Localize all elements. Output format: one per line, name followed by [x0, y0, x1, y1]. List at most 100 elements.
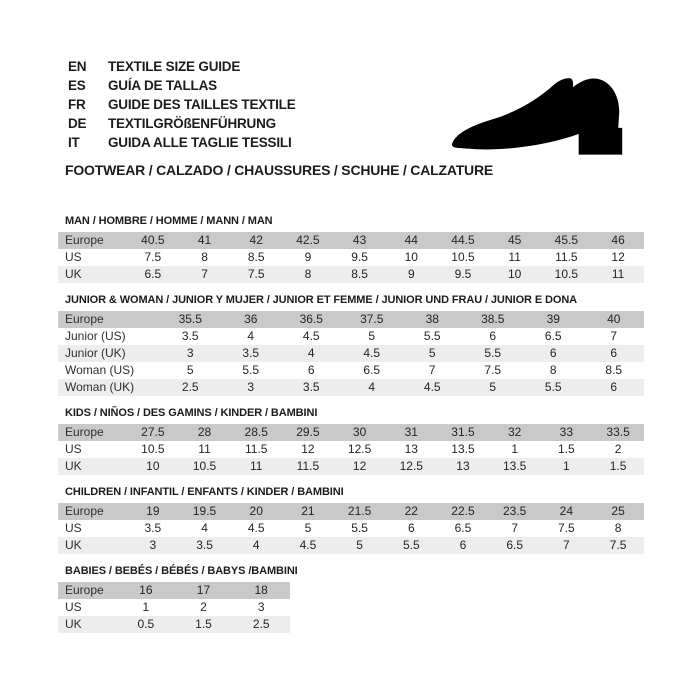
size-cell: 6.5 — [544, 329, 562, 343]
size-cell: 38.5 — [462, 311, 523, 328]
size-cell: 1 — [511, 442, 518, 456]
size-cell: 33 — [540, 424, 593, 441]
dress-shoe-icon — [446, 70, 644, 165]
language-code: EN — [68, 59, 87, 74]
size-cell: 2 — [614, 442, 622, 456]
size-cell: 7 — [178, 266, 231, 283]
size-cell: 7 — [610, 329, 618, 343]
size-cell: 5 — [186, 363, 194, 377]
size-cell: 45 — [488, 232, 541, 249]
table-header-row: Europe 27.5 28 28.5 29.5 30 31 31.5 32 33 33.5 — [58, 424, 644, 441]
size-cell: 37.5 — [341, 311, 402, 328]
size-cell: 9.5 — [437, 266, 489, 283]
size-cell: 6 — [583, 345, 644, 362]
size-cell: 7 — [428, 363, 436, 377]
table-row: Woman (UK) 2.5 3 3.5 4 4.5 5 5.5 6 — [58, 379, 644, 396]
size-cell: 6 — [307, 363, 315, 377]
size-cell: 2.5 — [232, 616, 290, 633]
size-cell: 1.5 — [592, 458, 644, 475]
size-cell: 0.5 — [117, 616, 175, 633]
size-cell: 9.5 — [351, 250, 368, 264]
size-cell: 4.5 — [282, 537, 334, 554]
size-cell: 6 — [583, 379, 644, 396]
size-cell: 12 — [611, 250, 625, 264]
table-row: Junior (US) 3.5 4 4.5 5 5.5 6 6.5 7 — [58, 328, 644, 345]
size-cell: 36 — [220, 311, 281, 328]
size-cell: 7.5 — [230, 266, 283, 283]
size-cell: 5 — [304, 521, 312, 535]
size-cell: 12 — [301, 442, 315, 456]
size-cell: 12.5 — [385, 458, 438, 475]
size-cell: 41 — [178, 232, 231, 249]
size-cell: 9 — [385, 266, 438, 283]
table-row: US 3.5 4 4.5 5 5.5 6 6.5 7 7.5 8 — [58, 520, 644, 537]
size-cell: 19 — [127, 503, 179, 520]
size-cell: 39 — [523, 311, 584, 328]
size-cell: 8.5 — [333, 266, 386, 283]
language-row: FR GUIDE DES TAILLES TEXTILE — [68, 95, 296, 114]
size-table-title: MAN / HOMBRE / HOMME / MANN / MAN — [65, 215, 273, 227]
size-cell: 28 — [178, 424, 231, 441]
size-cell: 45.5 — [540, 232, 593, 249]
size-cell: 4 — [201, 521, 208, 535]
size-cell: 5.5 — [462, 345, 523, 362]
size-cell: 8 — [201, 250, 208, 264]
size-table-title: KIDS / NIÑOS / DES GAMINS / KINDER / BAM… — [65, 407, 318, 419]
size-table-section: MAN / HOMBRE / HOMME / MANN / MAN Europe 4… — [58, 215, 644, 283]
size-cell: 24 — [540, 503, 593, 520]
size-tables: MAN / HOMBRE / HOMME / MANN / MAN Europe 4… — [58, 215, 644, 644]
size-table-section: BABIES / BEBÉS / BÉBÉS / BABYS /BAMBINI E… — [58, 565, 644, 633]
size-cell: 3.5 — [178, 537, 231, 554]
language-code: DE — [68, 116, 87, 131]
size-cell: 2.5 — [160, 379, 221, 396]
size-cell: 13.5 — [488, 458, 541, 475]
size-cell: 10.5 — [178, 458, 231, 475]
row-label: Junior (UK) — [58, 345, 160, 362]
size-cell: 4 — [341, 379, 402, 396]
footwear-subtitle: FOOTWEAR / CALZADO / CHAUSSURES / SCHUHE… — [65, 162, 494, 178]
size-cell: 7.5 — [484, 363, 502, 377]
language-row: IT GUIDA ALLE TAGLIE TESSILI — [68, 133, 296, 152]
size-cell: 28.5 — [230, 424, 283, 441]
size-cell: 23.5 — [488, 503, 541, 520]
language-code: FR — [68, 97, 86, 112]
size-cell: 3.5 — [144, 521, 162, 535]
size-cell: 5 — [402, 345, 463, 362]
size-cell: 9 — [304, 250, 312, 264]
size-table-title: JUNIOR & WOMAN / JUNIOR Y MUJER / JUNIOR… — [65, 294, 578, 306]
size-cell: 1.5 — [174, 616, 233, 633]
size-cell: 25 — [592, 503, 644, 520]
language-title: TEXTILGRÖßENFÜHRUNG — [108, 116, 276, 131]
language-row: ES GUÍA DE TALLAS — [68, 76, 296, 95]
size-cell: 5 — [333, 537, 386, 554]
row-label: UK — [58, 537, 127, 554]
size-cell: 4.5 — [341, 345, 402, 362]
language-title: GUIDA ALLE TAGLIE TESSILI — [108, 135, 292, 150]
row-label: US — [65, 600, 82, 614]
row-label: UK — [58, 616, 117, 633]
size-cell: 11.5 — [244, 442, 268, 456]
size-cell: 6.5 — [488, 537, 541, 554]
size-cell: 5.5 — [242, 363, 260, 377]
size-table-title: BABIES / BEBÉS / BÉBÉS / BABYS /BAMBINI — [65, 565, 298, 577]
size-cell: 22 — [385, 503, 438, 520]
row-label: US — [65, 442, 82, 456]
size-cell: 32 — [488, 424, 541, 441]
size-cell: 19.5 — [178, 503, 231, 520]
size-cell: 6.5 — [454, 521, 472, 535]
size-cell: 10 — [488, 266, 541, 283]
size-table-section: KIDS / NIÑOS / DES GAMINS / KINDER / BAM… — [58, 407, 644, 475]
size-cell: 6 — [407, 521, 415, 535]
size-cell: 4 — [247, 329, 255, 343]
size-cell: 5.5 — [351, 521, 368, 535]
size-cell: 4.5 — [402, 379, 463, 396]
table-row: UK 10 10.5 11 11.5 12 12.5 13 13.5 1 1.5 — [58, 458, 644, 475]
size-cell: 5.5 — [385, 537, 438, 554]
row-label: Europe — [58, 503, 127, 520]
size-cell: 44 — [385, 232, 438, 249]
size-cell: 11.5 — [282, 458, 334, 475]
size-cell: 38 — [402, 311, 463, 328]
size-table: Europe 16 17 18 US 1 2 3 UK 0.5 1.5 2.5 — [58, 582, 290, 633]
size-table: Europe 19 19.5 20 21 21.5 22 22.5 23.5 24 25 US 3.5 4… — [58, 503, 644, 554]
